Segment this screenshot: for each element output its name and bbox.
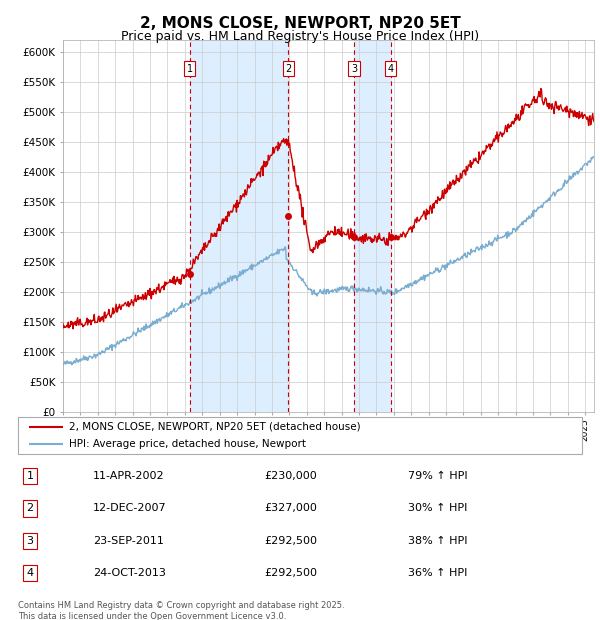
Text: £292,500: £292,500 [264,536,317,546]
Text: 4: 4 [26,568,34,578]
Text: 2, MONS CLOSE, NEWPORT, NP20 5ET (detached house): 2, MONS CLOSE, NEWPORT, NP20 5ET (detach… [69,422,361,432]
Text: 79% ↑ HPI: 79% ↑ HPI [408,471,467,481]
Text: 3: 3 [351,63,358,74]
Text: 3: 3 [26,536,34,546]
Text: £230,000: £230,000 [264,471,317,481]
Text: £292,500: £292,500 [264,568,317,578]
Bar [354,40,391,412]
Text: 11-APR-2002: 11-APR-2002 [93,471,164,481]
Text: Contains HM Land Registry data © Crown copyright and database right 2025.
This d: Contains HM Land Registry data © Crown c… [18,601,344,620]
Text: 2: 2 [286,63,292,74]
Text: HPI: Average price, detached house, Newport: HPI: Average price, detached house, Newp… [69,439,306,449]
Text: 36% ↑ HPI: 36% ↑ HPI [408,568,467,578]
Text: £327,000: £327,000 [264,503,317,513]
Text: 38% ↑ HPI: 38% ↑ HPI [408,536,467,546]
Text: 2, MONS CLOSE, NEWPORT, NP20 5ET: 2, MONS CLOSE, NEWPORT, NP20 5ET [140,16,460,31]
Text: 1: 1 [26,471,34,481]
Text: Price paid vs. HM Land Registry's House Price Index (HPI): Price paid vs. HM Land Registry's House … [121,30,479,43]
Text: 23-SEP-2011: 23-SEP-2011 [93,536,164,546]
Text: 1: 1 [187,63,193,74]
Bar [190,40,289,412]
Text: 12-DEC-2007: 12-DEC-2007 [93,503,167,513]
Text: 2: 2 [26,503,34,513]
Text: 4: 4 [388,63,394,74]
Text: 30% ↑ HPI: 30% ↑ HPI [408,503,467,513]
Text: 24-OCT-2013: 24-OCT-2013 [93,568,166,578]
